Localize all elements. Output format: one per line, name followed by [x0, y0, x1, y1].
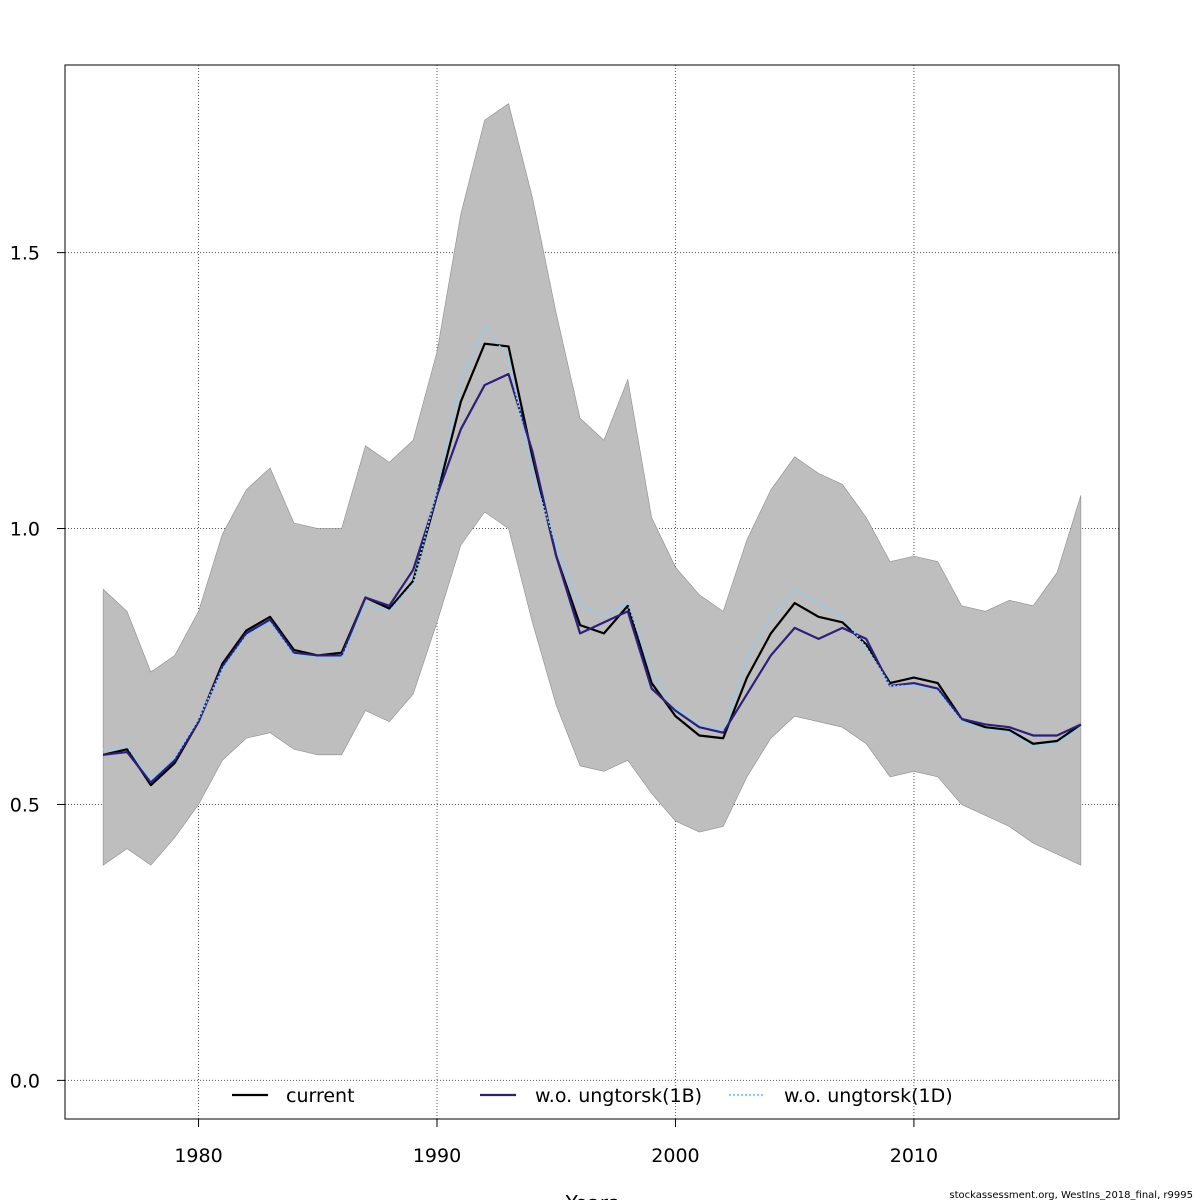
x-tick-label: 1990	[413, 1145, 461, 1167]
series-line-w-o-ungtorsk-1b	[103, 372, 1082, 784]
series-lines	[102, 326, 1082, 787]
confidence-band	[102, 103, 1082, 866]
y-axis: 0.0 0.5 1.0 1.5	[10, 243, 65, 1092]
series-line-w-o-ungtorsk-1d	[103, 326, 1082, 781]
legend-label-current: current	[286, 1085, 355, 1107]
plot-frame	[64, 64, 1120, 1120]
y-tick-label: 1.5	[10, 243, 40, 265]
x-tick-label: 2000	[651, 1145, 699, 1167]
x-axis-title: Years	[565, 1191, 619, 1200]
y-tick-label: 0.5	[10, 794, 40, 816]
footer-note: stockassessment.org, WestIns_2018_final,…	[949, 1190, 1193, 1200]
legend-label-1b: w.o. ungtorsk(1B)	[535, 1085, 702, 1107]
x-tick-label: 1980	[174, 1145, 222, 1167]
x-tick-label: 2010	[890, 1145, 938, 1167]
x-axis: 1980 1990 2000 2010	[174, 1119, 938, 1167]
y-tick-label: 0.0	[10, 1070, 40, 1092]
legend-label-1d: w.o. ungtorsk(1D)	[784, 1085, 953, 1107]
y-tick-label: 1.0	[10, 519, 40, 541]
series-line-current	[102, 342, 1082, 787]
legend: current w.o. ungtorsk(1B) w.o. ungtorsk(…	[232, 1085, 953, 1107]
